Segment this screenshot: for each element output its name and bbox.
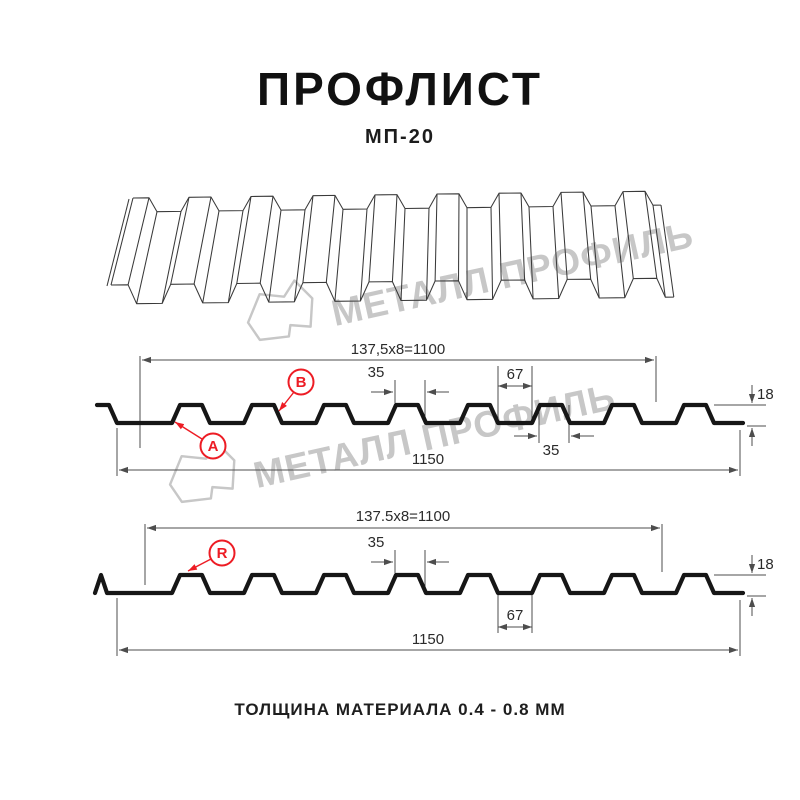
dim-label-valley: 67 <box>507 366 524 383</box>
dim-label-height: 18 <box>757 556 774 573</box>
callout-r-label: R <box>217 545 228 562</box>
profile-outline <box>92 572 746 596</box>
product-model: МП-20 <box>365 126 435 148</box>
callout-b: B <box>278 368 315 412</box>
dim-rib-top-width: 35 <box>368 534 449 590</box>
dim-label-total: 1150 <box>412 451 444 468</box>
sheet-edge-line <box>132 190 662 213</box>
dim-label-rib-bottom: 35 <box>543 442 560 459</box>
callout-a: A <box>174 421 227 460</box>
dim-pitch: 137.5x8=1100 <box>144 508 663 585</box>
dim-pitch: 137,5x8=1100 <box>139 341 657 448</box>
dim-label-rib-top: 35 <box>368 364 385 381</box>
header: ПРОФЛИСТ МП-20 <box>0 0 800 149</box>
sheet-edge-line <box>110 277 674 305</box>
cross-section-bottom-view: 137.5x8=1100 35 18 67 1150 <box>92 508 774 656</box>
dim-rib-top-width: 35 <box>368 364 449 420</box>
dim-label-valley: 67 <box>507 607 524 624</box>
dim-label-height: 18 <box>757 386 774 403</box>
profile-outline <box>94 402 746 426</box>
callout-b-label: B <box>296 374 307 391</box>
page-title: ПРОФЛИСТ <box>257 63 543 115</box>
dim-valley-width: 67 <box>497 366 533 420</box>
sheet-edge-line <box>110 191 675 304</box>
cross-section-top-view: 137,5x8=1100 35 67 35 18 <box>94 341 774 476</box>
sheet-edge-line <box>106 198 130 287</box>
dim-label-pitch: 137.5x8=1100 <box>356 508 450 525</box>
callout-r: R <box>187 539 236 572</box>
material-thickness-note: ТОЛЩИНА МАТЕРИАЛА 0.4 - 0.8 ММ <box>234 700 566 719</box>
dim-label-pitch: 137,5x8=1100 <box>351 341 445 358</box>
dim-label-total: 1150 <box>412 631 444 648</box>
dim-valley-width: 67 <box>497 595 533 633</box>
dim-label-rib-top: 35 <box>368 534 385 551</box>
callout-a-label: A <box>208 438 219 455</box>
profile-sheet-3d-drawing <box>106 190 675 305</box>
dim-total-width: 1150 <box>116 598 741 656</box>
dim-height: 18 <box>714 385 774 446</box>
dim-rib-bottom-width: 35 <box>514 405 594 459</box>
dim-height: 18 <box>714 555 774 616</box>
